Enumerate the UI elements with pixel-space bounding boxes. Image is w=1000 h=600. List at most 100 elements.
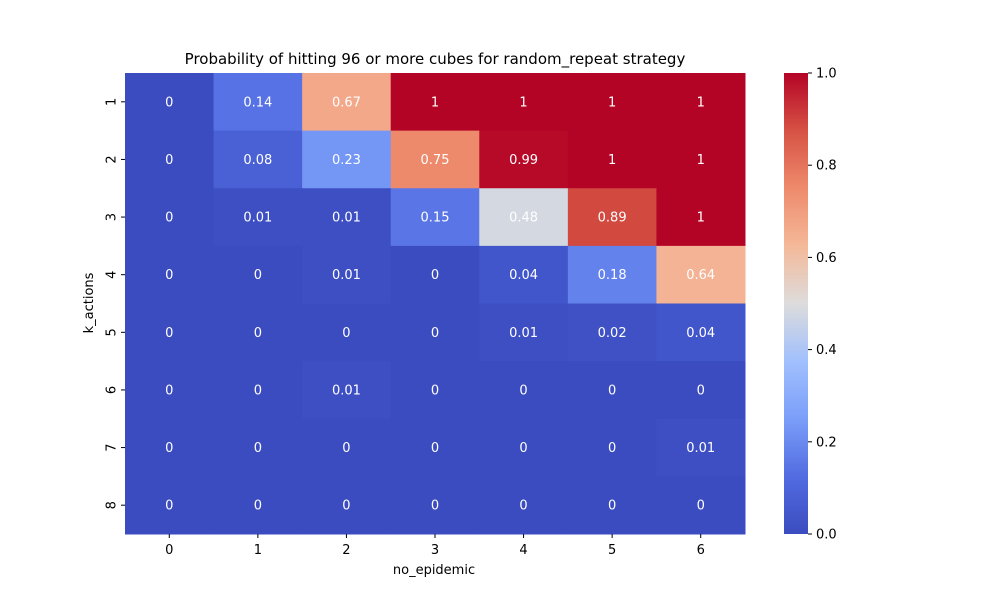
x-axis-ticks: 0 1 2 3 4 5 6 xyxy=(165,534,705,558)
colorbar-tick-label: 0.8 xyxy=(816,159,837,174)
heatmap-cell xyxy=(656,130,746,189)
heatmap-cell xyxy=(213,245,303,304)
cell-value-label: 0.18 xyxy=(598,268,627,283)
cell-value-label: 0 xyxy=(165,95,173,110)
heatmap-cell xyxy=(479,476,569,535)
y-tick-label: 7 xyxy=(105,443,120,451)
cell-value-label: 0.04 xyxy=(509,268,538,283)
heatmap-cell xyxy=(479,245,569,304)
x-tick-label: 0 xyxy=(165,543,173,558)
heatmap-cell xyxy=(125,188,215,247)
cell-value-label: 0 xyxy=(165,441,173,456)
cell-value-label: 0.01 xyxy=(332,268,361,283)
cell-value-label: 0 xyxy=(254,441,262,456)
cell-value-label: 0.01 xyxy=(509,326,538,341)
cell-value-label: 0.48 xyxy=(509,211,538,226)
heatmap-cell xyxy=(390,361,480,420)
colorbar-tick-label: 1.0 xyxy=(816,67,837,82)
cell-value-label: 0.08 xyxy=(243,153,272,168)
heatmap-cell xyxy=(479,73,569,132)
cell-value-label: 0 xyxy=(431,326,439,341)
cell-value-label: 0.01 xyxy=(243,211,272,226)
x-axis-label: no_epidemic xyxy=(393,563,475,578)
cell-value-label: 0 xyxy=(519,383,527,398)
cell-value-label: 0 xyxy=(431,383,439,398)
heatmap-cell xyxy=(302,130,392,189)
heatmap-cell xyxy=(302,245,392,304)
colorbar-tick-label: 0.4 xyxy=(816,343,837,358)
cell-value-label: 0.01 xyxy=(686,441,715,456)
heatmap-cell-labels: 0 0.14 0.67 1 1 1 1 0 0.08 0.23 0.75 0.99 1 1 0 0.01 0.0… xyxy=(165,95,715,513)
cell-value-label: 0.01 xyxy=(332,383,361,398)
heatmap-cell xyxy=(656,476,746,535)
cell-value-label: 0 xyxy=(697,499,705,514)
x-tick-label: 1 xyxy=(254,543,262,558)
heatmap-cell xyxy=(656,73,746,132)
cell-value-label: 0 xyxy=(165,153,173,168)
cell-value-label: 1 xyxy=(608,95,616,110)
heatmap-cell xyxy=(125,418,215,477)
cell-value-label: 0 xyxy=(254,499,262,514)
heatmap-cell xyxy=(302,418,392,477)
heatmap-cell xyxy=(213,361,303,420)
heatmap-cell xyxy=(567,188,657,247)
cell-value-label: 1 xyxy=(519,95,527,110)
heatmap-cell xyxy=(390,245,480,304)
heatmap-cell xyxy=(125,245,215,304)
cell-value-label: 1 xyxy=(431,95,439,110)
heatmap-cell xyxy=(656,303,746,362)
heatmap-cell xyxy=(213,130,303,189)
heatmap-cell xyxy=(213,303,303,362)
cell-value-label: 0 xyxy=(431,268,439,283)
heatmap-cell xyxy=(656,418,746,477)
heatmap-cell xyxy=(567,361,657,420)
cell-value-label: 0 xyxy=(254,326,262,341)
colorbar-tick-label: 0.0 xyxy=(816,528,837,543)
cell-value-label: 0 xyxy=(608,383,616,398)
cell-value-label: 0.64 xyxy=(686,268,715,283)
heatmap-cell xyxy=(390,188,480,247)
cell-value-label: 1 xyxy=(697,95,705,110)
heatmap-cell xyxy=(479,130,569,189)
cell-value-label: 0 xyxy=(519,499,527,514)
colorbar-tick-label: 0.6 xyxy=(816,251,837,266)
y-axis-ticks: 1 2 3 4 5 6 7 8 xyxy=(105,98,125,509)
heatmap-cell xyxy=(479,418,569,477)
heatmap-cell xyxy=(479,188,569,247)
cell-value-label: 0 xyxy=(165,211,173,226)
heatmap-cell xyxy=(390,418,480,477)
y-tick-label: 2 xyxy=(105,155,120,163)
heatmap-cell xyxy=(656,361,746,420)
y-tick-label: 3 xyxy=(105,213,120,221)
cell-value-label: 0 xyxy=(165,499,173,514)
y-tick-label: 5 xyxy=(105,328,120,336)
cell-value-label: 0.14 xyxy=(243,95,272,110)
heatmap-cell xyxy=(125,361,215,420)
heatmap-cell xyxy=(213,418,303,477)
heatmap-cell xyxy=(656,188,746,247)
heatmap-cell xyxy=(213,73,303,132)
heatmap-cell xyxy=(390,476,480,535)
cell-value-label: 0 xyxy=(342,441,350,456)
heatmap-cell xyxy=(479,361,569,420)
cell-value-label: 1 xyxy=(608,153,616,168)
y-tick-label: 6 xyxy=(105,386,120,394)
x-tick-label: 3 xyxy=(431,543,439,558)
cell-value-label: 0.89 xyxy=(598,211,627,226)
heatmap-cell xyxy=(302,361,392,420)
cell-value-label: 0 xyxy=(608,441,616,456)
cell-value-label: 0 xyxy=(519,441,527,456)
cell-value-label: 0 xyxy=(431,499,439,514)
heatmap-cell xyxy=(656,245,746,304)
cell-value-label: 0.01 xyxy=(332,211,361,226)
x-tick-label: 6 xyxy=(697,543,705,558)
cell-value-label: 0 xyxy=(165,383,173,398)
heatmap-cell xyxy=(213,476,303,535)
cell-value-label: 0 xyxy=(342,326,350,341)
heatmap-cell xyxy=(567,245,657,304)
cell-value-label: 1 xyxy=(697,153,705,168)
heatmap-cell xyxy=(567,418,657,477)
cell-value-label: 0.04 xyxy=(686,326,715,341)
heatmap-cell xyxy=(390,73,480,132)
heatmap-cell xyxy=(125,73,215,132)
